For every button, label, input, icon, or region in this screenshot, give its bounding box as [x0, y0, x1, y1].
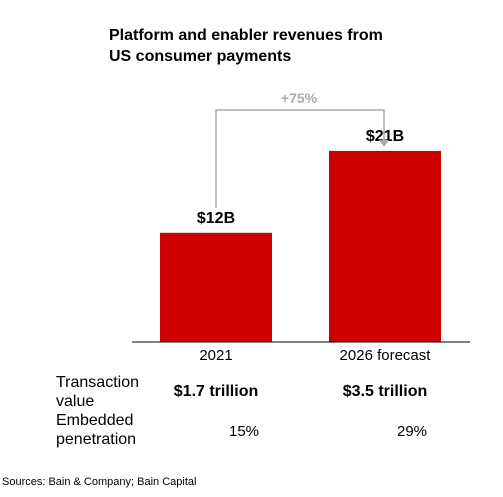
change-label: +75%: [281, 90, 318, 106]
category-label-2026-forecast: 2026 forecast: [340, 347, 432, 364]
source-note: Sources: Bain & Company; Bain Capital: [2, 476, 196, 488]
row-label-transaction-line-2: value: [56, 393, 94, 410]
transaction-value-2026: $3.5 trillion: [343, 383, 427, 400]
bar-2026-forecast: [329, 150, 441, 342]
change-bracket: [215, 109, 385, 208]
category-label-2021: 2021: [199, 347, 232, 364]
row-label-transaction-line-1: Transaction: [56, 374, 139, 391]
embedded-penetration-2026: 29%: [397, 423, 427, 440]
embedded-penetration-2021: 15%: [229, 423, 259, 440]
change-arrowhead-icon: [379, 140, 389, 147]
row-label-embedded-line-2: penetration: [56, 431, 136, 448]
chart-title-line-1: Platform and enabler revenues from: [109, 27, 383, 44]
transaction-value-2021: $1.7 trillion: [174, 383, 258, 400]
bar-2021: [160, 232, 272, 342]
row-label-embedded-line-1: Embedded: [56, 412, 133, 429]
chart-title-line-2: US consumer payments: [109, 48, 291, 65]
data-label-2021: $12B: [197, 210, 235, 227]
data-label-2026-forecast: $21B: [366, 128, 404, 145]
bars-layer: $12B 2021 $21B 2026 forecast: [160, 128, 441, 364]
